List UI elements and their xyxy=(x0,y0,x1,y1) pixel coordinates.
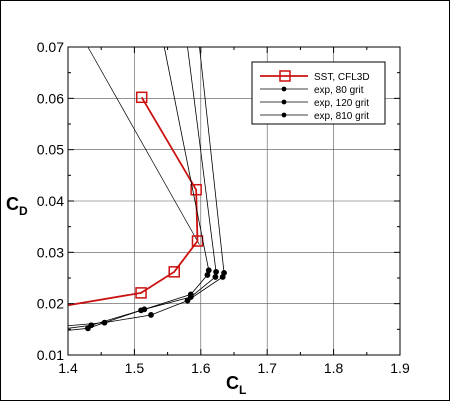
data-point-circle xyxy=(184,297,191,304)
legend-marker-circle xyxy=(281,112,287,118)
data-point-circle xyxy=(148,312,154,318)
y-tick-label: 0.02 xyxy=(37,296,64,312)
data-point-circle xyxy=(101,319,108,326)
data-point-square xyxy=(190,183,202,196)
legend-label: exp, 120 grit xyxy=(314,98,369,109)
y-tick-label: 0.06 xyxy=(37,90,64,106)
x-axis-label-sub: L xyxy=(239,383,246,397)
series-layer xyxy=(67,46,227,332)
x-tick-label: 1.5 xyxy=(125,360,145,376)
y-tick-label: 0.05 xyxy=(37,142,64,158)
data-point-circle xyxy=(213,268,219,275)
data-point-circle xyxy=(221,269,227,276)
data-point-square xyxy=(135,91,148,104)
legend-marker-square xyxy=(279,70,291,82)
series-line-0 xyxy=(67,96,199,307)
legend-label: exp, 80 grit xyxy=(314,85,364,96)
y-tick-label: 0.04 xyxy=(37,193,64,209)
y-tick-label: 0.03 xyxy=(37,244,64,260)
y-axis-label: CD xyxy=(6,194,28,218)
x-tick-label: 1.9 xyxy=(390,360,410,376)
y-axis-label-main: C xyxy=(6,194,19,214)
legend-marker-circle xyxy=(281,99,287,105)
data-point-circle xyxy=(205,267,212,274)
y-tick-label: 0.01 xyxy=(37,347,64,363)
data-point-square xyxy=(191,235,204,247)
x-tick-label: 1.7 xyxy=(257,360,277,376)
data-point-square xyxy=(168,266,180,278)
x-tick-label: 1.6 xyxy=(191,360,211,376)
axis-ticks: 1.4 1.5 1.6 1.7 1.8 1.9 0.01 0.02 0.03 0.04 0.05 0.… xyxy=(37,39,410,376)
legend-box xyxy=(251,61,386,125)
legend: SST, CFL3D exp, 80 grit exp, 120 grit exp, … xyxy=(251,61,386,125)
legend-label: exp, 810 grit xyxy=(314,111,369,122)
x-axis-label: CL xyxy=(226,373,246,397)
data-point-square xyxy=(135,287,147,299)
legend-label: SST, CFL3D xyxy=(314,72,370,83)
x-tick-label: 1.8 xyxy=(324,360,344,376)
guide-line xyxy=(87,46,200,245)
y-axis-label-sub: D xyxy=(19,204,28,218)
legend-marker-circle xyxy=(281,86,287,92)
data-point-circle xyxy=(212,274,219,280)
y-tick-label: 0.07 xyxy=(37,39,64,55)
x-axis-label-main: C xyxy=(226,373,239,393)
data-point-circle xyxy=(141,306,148,313)
x-tick-label: 1.4 xyxy=(58,360,78,376)
